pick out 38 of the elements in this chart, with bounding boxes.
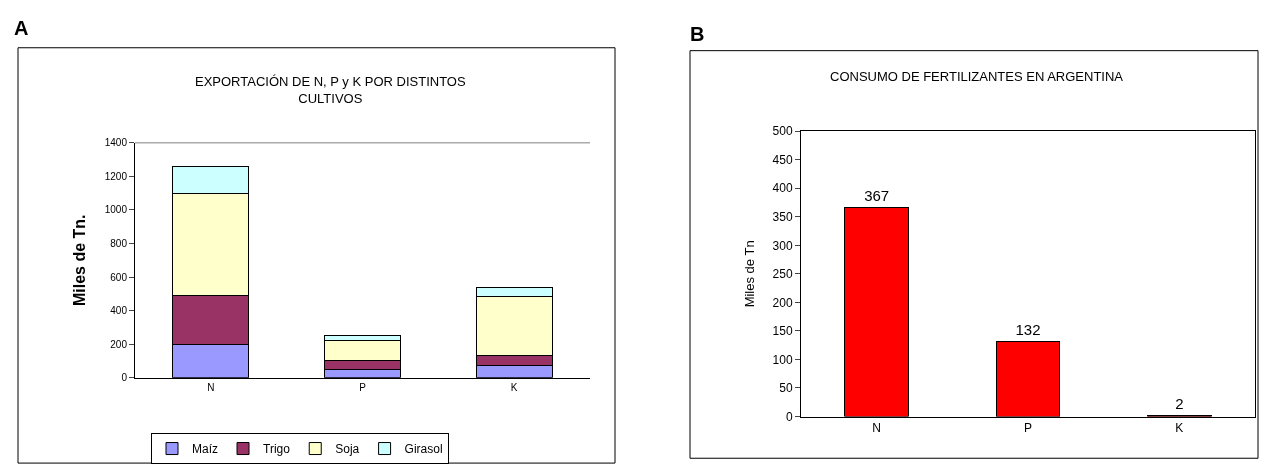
text: A xyxy=(14,17,29,39)
y-tick-label: 300 xyxy=(772,238,793,253)
x-tick-label: K xyxy=(510,381,518,393)
y-tick-label: 500 xyxy=(772,124,793,139)
text: B xyxy=(690,23,705,45)
data-label: 2 xyxy=(1175,395,1184,413)
y-tick-label: 0 xyxy=(121,372,128,384)
y-tick-label: 250 xyxy=(772,267,793,282)
y-tick-label: 0 xyxy=(785,409,793,424)
y-tick-label: 200 xyxy=(110,338,128,350)
y-axis-title: Miles de Tn xyxy=(741,240,757,308)
y-tick-label: 1400 xyxy=(104,137,128,149)
y-tick-label: 1200 xyxy=(104,170,128,182)
y-tick-label: 50 xyxy=(779,381,793,396)
x-tick-label: N xyxy=(872,420,882,435)
legend-label: Girasol xyxy=(404,442,443,457)
y-tick-label: 450 xyxy=(772,152,793,167)
y-tick-label: 1000 xyxy=(104,204,128,216)
x-tick-label: P xyxy=(1023,420,1033,435)
y-axis-title: Miles de Tn. xyxy=(70,214,88,307)
x-tick-label: K xyxy=(1175,420,1184,435)
chart-title: CONSUMO DE FERTILIZANTES EN ARGENTINA xyxy=(830,69,1124,84)
y-tick-label: 400 xyxy=(772,181,793,196)
y-tick-label: 150 xyxy=(772,324,793,339)
legend-label: Trigo xyxy=(263,442,291,457)
y-tick-label: 100 xyxy=(772,352,793,367)
y-tick-label: 600 xyxy=(110,271,128,283)
x-tick-label: P xyxy=(359,381,367,393)
data-label: 367 xyxy=(864,187,890,205)
x-tick-label: N xyxy=(207,381,215,393)
y-tick-label: 800 xyxy=(110,238,128,249)
chart-title: EXPORTACIÓN DE N, P y K POR DISTINTOS CULTIVOS xyxy=(195,74,466,106)
legend-label: Soja xyxy=(335,442,360,457)
data-label: 132 xyxy=(1015,321,1041,339)
y-tick-label: 400 xyxy=(110,305,128,317)
y-tick-label: 200 xyxy=(772,295,793,310)
y-tick-label: 350 xyxy=(772,210,793,224)
legend-label: Maíz xyxy=(192,442,219,457)
